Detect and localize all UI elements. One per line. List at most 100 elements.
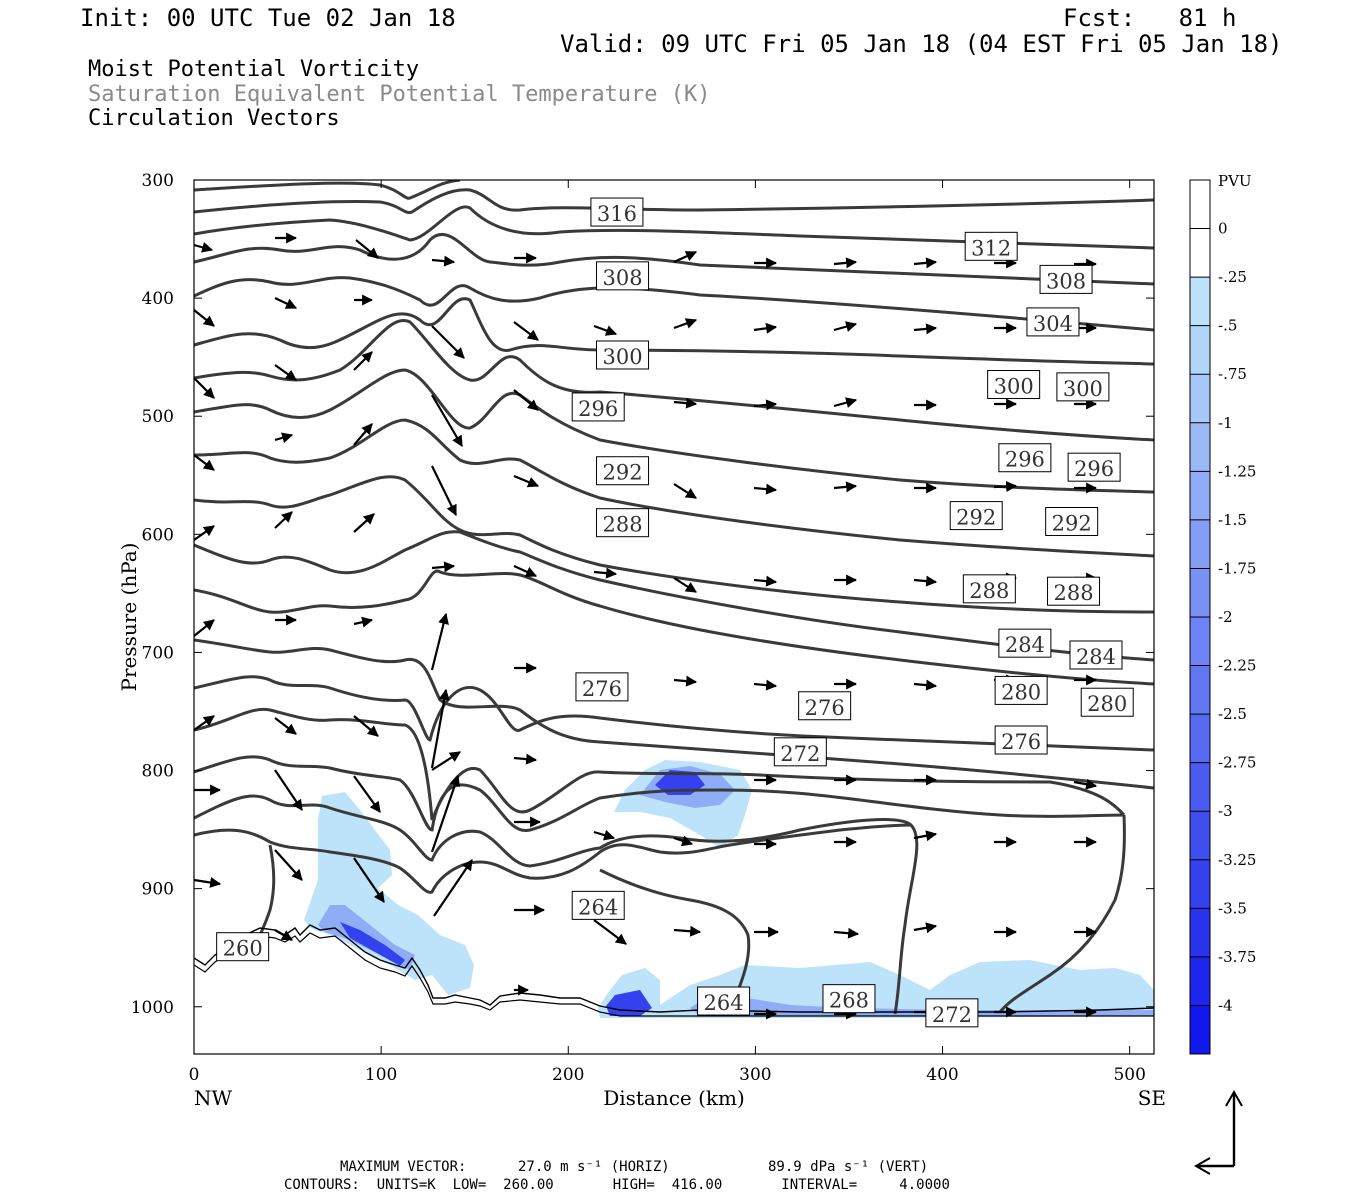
vector xyxy=(513,389,539,411)
colorbar-tick-label: -2.75 xyxy=(1218,754,1256,772)
colorbar-tick-label: -.25 xyxy=(1218,268,1247,286)
colorbar-unit: PVU xyxy=(1218,172,1252,190)
vector xyxy=(274,511,293,529)
theta-contour xyxy=(194,638,1154,790)
contour-label: 300 xyxy=(1063,377,1103,401)
vector xyxy=(274,297,297,309)
vector xyxy=(753,322,778,334)
init-time: Init: 00 UTC Tue 02 Jan 18 xyxy=(80,4,456,32)
vector xyxy=(431,394,463,447)
vector xyxy=(753,575,778,587)
vector xyxy=(193,377,215,399)
contour-label-box xyxy=(822,984,876,1014)
vector xyxy=(753,483,778,495)
contour-label-box xyxy=(697,986,751,1016)
contour-label: 308 xyxy=(602,266,642,290)
contour-label-box xyxy=(571,392,625,422)
contour-label: 284 xyxy=(1005,633,1045,657)
contour-info: CONTOURS: UNITS=K LOW= 260.00 HIGH= 416.… xyxy=(284,1177,950,1193)
colorbar-tick-label: -1.25 xyxy=(1218,462,1256,480)
contour-label-box xyxy=(1047,576,1101,606)
contour-label-box xyxy=(994,725,1048,755)
theta-contour xyxy=(194,205,1154,250)
contour-label: 276 xyxy=(805,696,845,720)
vector xyxy=(353,857,385,903)
pv-colorbar: PVU 0 -.25 -.5 -.75 -1 -1.25 -1.5 -1.75 -2 -2.25 -2… xyxy=(1189,172,1256,1055)
contour-label: 316 xyxy=(597,202,637,226)
theta-contours xyxy=(194,180,1154,1015)
mpv-shading xyxy=(304,760,1154,1018)
x-tick-label: 300 xyxy=(739,1065,771,1085)
contour-label-box xyxy=(1080,687,1134,717)
vector xyxy=(833,397,858,408)
y-tick-label: 600 xyxy=(142,525,174,545)
vector xyxy=(353,775,381,813)
colorbar-swatch xyxy=(1190,228,1210,278)
contour-label: 296 xyxy=(1005,448,1045,472)
colorbar-swatch xyxy=(1190,325,1210,375)
vector xyxy=(913,575,938,587)
vector xyxy=(753,399,778,411)
vector xyxy=(193,877,222,888)
colorbar-tick-label: -.75 xyxy=(1218,365,1247,383)
terrain-line-lower xyxy=(193,932,1154,1017)
contour-label: 272 xyxy=(932,1003,972,1027)
colorbar-swatch xyxy=(1190,1005,1210,1055)
mpv-region-left-core xyxy=(340,922,405,966)
vector xyxy=(833,257,858,269)
y-tick-label: 900 xyxy=(142,880,174,900)
x-tick-label: 500 xyxy=(1113,1065,1145,1085)
vector xyxy=(673,397,698,409)
theta-contour xyxy=(194,180,461,200)
vector xyxy=(430,688,450,769)
vector xyxy=(913,257,938,269)
theta-contour xyxy=(194,276,1154,332)
vector xyxy=(513,321,539,341)
contour-label: 260 xyxy=(223,937,263,961)
theta-contour xyxy=(194,232,1154,286)
vector xyxy=(673,483,697,499)
theta-contour xyxy=(194,318,1154,442)
contour-label: 288 xyxy=(602,513,642,537)
colorbar-tick-label: -2.25 xyxy=(1218,657,1256,675)
vector xyxy=(593,324,618,336)
y-tick-label: 400 xyxy=(142,289,174,309)
vector xyxy=(193,454,215,471)
y-axis-label: Pressure (hPa) xyxy=(117,543,141,692)
vector xyxy=(673,835,694,847)
contour-label-box xyxy=(998,628,1052,658)
contour-label: 264 xyxy=(578,895,618,919)
vector xyxy=(193,715,215,731)
x-tick-label: 0 xyxy=(189,1065,200,1085)
theta-contour xyxy=(194,675,1154,752)
colorbar-swatch xyxy=(1190,374,1210,424)
contour-label-box xyxy=(987,370,1041,400)
x-tick-label: 400 xyxy=(926,1065,958,1085)
contour-label: 300 xyxy=(994,375,1034,399)
contour-label: 300 xyxy=(602,345,642,369)
field-mpv: Moist Potential Vorticity xyxy=(88,57,420,82)
vector xyxy=(673,318,698,330)
vector xyxy=(430,612,449,671)
colorbar-swatch xyxy=(1190,180,1210,230)
colorbar-swatch xyxy=(1190,714,1210,764)
vector xyxy=(431,751,461,771)
vector xyxy=(673,675,698,687)
vector xyxy=(274,432,294,444)
colorbar-swatch xyxy=(1190,859,1210,909)
colorbar-tick-label: -3.5 xyxy=(1218,899,1247,917)
colorbar-swatch xyxy=(1190,568,1210,618)
contour-label-box xyxy=(962,574,1016,604)
colorbar-swatch xyxy=(1190,277,1210,327)
colorbar-tick-label: -4 xyxy=(1218,996,1233,1014)
vector xyxy=(513,474,540,488)
vector xyxy=(433,859,473,917)
field-theta: Saturation Equivalent Potential Temperat… xyxy=(88,82,711,107)
vector xyxy=(913,922,938,934)
vector xyxy=(355,239,379,259)
x-tick-label: 200 xyxy=(552,1065,584,1085)
x-axis-label: Distance (km) xyxy=(603,1086,745,1110)
colorbar-swatch xyxy=(1190,422,1210,472)
colorbar-swatch xyxy=(1190,519,1210,569)
